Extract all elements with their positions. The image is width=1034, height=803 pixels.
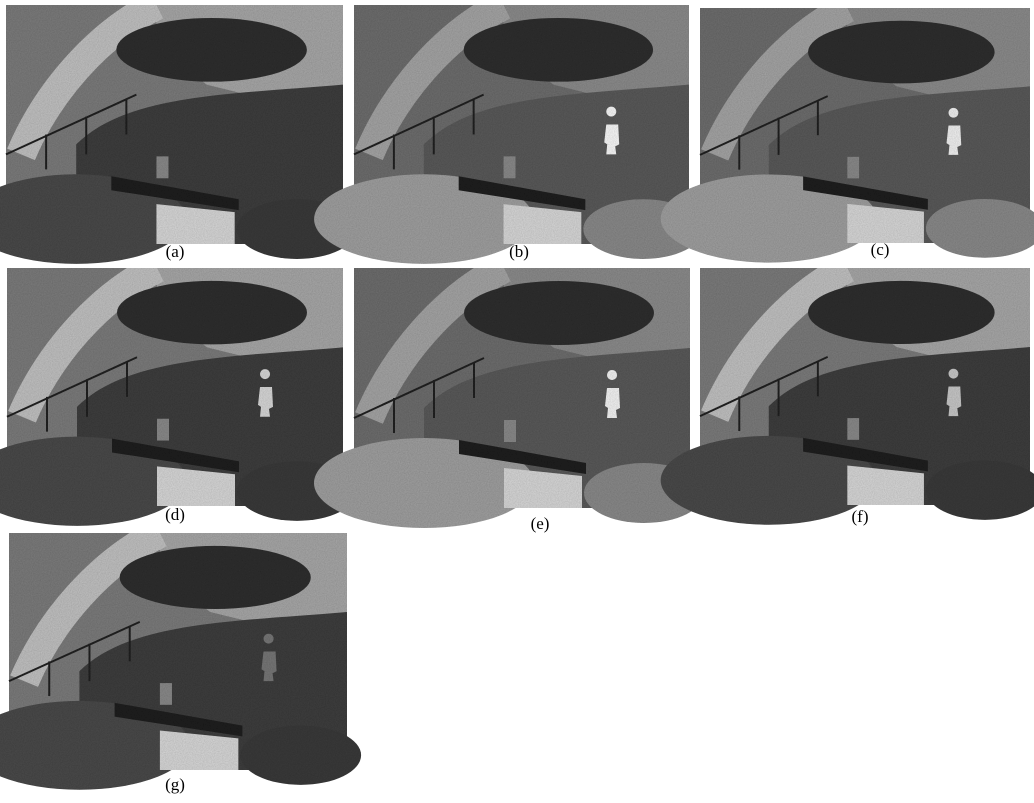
foreground-bush [0,174,187,264]
house-wall [847,465,924,506]
fence [353,93,485,170]
fence [8,620,141,696]
house-wall [503,204,582,244]
house-wall [159,730,239,770]
person [946,107,962,155]
roof [112,438,239,473]
road [10,519,167,687]
bush [808,20,995,84]
bush [119,545,311,610]
house-wall [504,468,582,508]
panel-label: (f) [852,507,869,526]
person [604,106,620,155]
panel-image [0,254,357,526]
chimney [503,156,516,179]
panel-image [314,0,703,264]
bush [117,280,307,345]
foreground-bush [240,725,362,785]
panel-image [660,254,1034,525]
person [946,368,962,417]
chimney [159,683,172,705]
panel-label: (e) [531,514,550,533]
chimney [847,156,860,179]
fence [699,355,829,431]
fence [6,356,138,432]
bush [116,17,307,82]
panel-image [0,519,362,790]
bush [808,280,995,345]
foreground-bush [0,700,191,790]
house-wall [157,466,235,506]
foreground-bush [314,438,534,528]
house-wall [847,203,924,244]
roof [803,437,928,472]
road [355,0,511,161]
roof [458,176,586,211]
foreground-bush [314,174,534,264]
chimney [847,418,860,440]
house-wall [156,204,235,244]
foreground-bush [660,174,877,263]
bush [463,17,654,82]
roof [803,176,928,210]
bush [464,281,654,345]
panel-image [660,0,1034,263]
panel-image [0,0,358,264]
foreground-bush [660,435,877,525]
person [605,370,620,418]
fence [5,93,137,170]
fence [699,95,829,170]
chimney [504,420,516,442]
foreground-bush [0,436,187,526]
panel-label: (b) [509,242,529,261]
person [258,369,273,417]
road [701,0,855,161]
roof [459,440,586,474]
roof [114,702,243,737]
panel-label: (a) [166,242,185,261]
roof [111,176,239,211]
foreground-bush [925,460,1034,520]
road [7,0,164,161]
chimney [157,418,169,441]
road [8,254,164,423]
road [355,254,511,424]
panel-label: (d) [165,505,185,524]
chimney [156,156,169,179]
panel-image [314,254,704,528]
panel-label: (g) [165,775,185,794]
road [701,254,855,422]
foreground-bush [925,198,1034,258]
person [261,633,277,682]
panel-label: (c) [871,240,890,259]
fence [353,357,485,433]
